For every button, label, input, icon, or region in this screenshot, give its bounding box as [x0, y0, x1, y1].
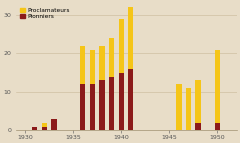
Bar: [90, 84, 95, 130]
Bar: [195, 123, 201, 130]
Bar: [215, 50, 220, 123]
Bar: [128, 7, 133, 69]
Bar: [119, 19, 124, 73]
Bar: [176, 84, 181, 130]
Bar: [186, 88, 191, 130]
Bar: [215, 123, 220, 130]
Bar: [51, 119, 57, 130]
Bar: [195, 80, 201, 123]
Bar: [32, 127, 37, 130]
Bar: [128, 69, 133, 130]
Bar: [51, 119, 57, 130]
Bar: [42, 123, 47, 127]
Bar: [42, 127, 47, 130]
Legend: Proclamateurs, Pionniers: Proclamateurs, Pionniers: [18, 6, 71, 20]
Bar: [109, 77, 114, 130]
Bar: [90, 50, 95, 84]
Bar: [80, 46, 85, 84]
Bar: [99, 46, 105, 80]
Bar: [109, 38, 114, 77]
Bar: [80, 84, 85, 130]
Bar: [119, 73, 124, 130]
Bar: [99, 80, 105, 130]
Bar: [32, 127, 37, 130]
